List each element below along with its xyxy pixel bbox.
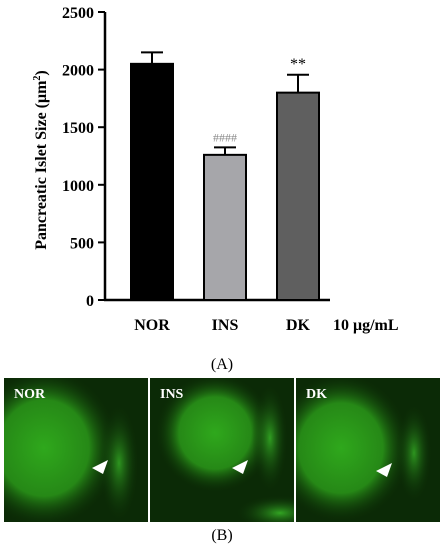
panel-b-label: (B) bbox=[0, 527, 444, 545]
arrowhead-marker bbox=[92, 460, 108, 474]
bar-chart: Pancreatic Islet Size (μm2) 0 500 1000 1500… bbox=[32, 5, 399, 334]
y-tick-label: 2500 bbox=[62, 5, 94, 22]
y-axis-label: Pancreatic Islet Size (μm2) bbox=[32, 70, 50, 250]
significance-marker: ** bbox=[290, 56, 306, 73]
micrograph-label: INS bbox=[160, 387, 184, 402]
panel-a-label: (A) bbox=[0, 356, 444, 374]
y-tick-label: 2000 bbox=[62, 63, 94, 80]
bar bbox=[130, 62, 174, 302]
micrograph-label: NOR bbox=[14, 387, 46, 402]
micrograph-image bbox=[296, 378, 440, 522]
panel-a-label-text: (A) bbox=[210, 356, 234, 373]
arrowhead-marker bbox=[232, 460, 248, 474]
bar bbox=[276, 91, 320, 301]
micrograph-ins: INS bbox=[150, 378, 294, 522]
bar bbox=[203, 153, 247, 301]
dose-label: 10 μg/mL bbox=[333, 317, 399, 334]
x-tick-label: NOR bbox=[134, 317, 170, 334]
panel-b-label-text: (B) bbox=[211, 527, 233, 544]
y-axis-label-close: ) bbox=[33, 70, 50, 75]
y-tick-label: 500 bbox=[70, 235, 94, 252]
micrograph-image bbox=[4, 378, 148, 522]
x-tick-label: DK bbox=[286, 317, 311, 334]
micrograph-panel: NOR INS DK bbox=[4, 378, 440, 522]
y-axis-label-superscript: 2 bbox=[32, 76, 43, 81]
y-tick-label: 1000 bbox=[62, 178, 94, 195]
micrograph-label: DK bbox=[306, 387, 327, 402]
significance-marker: #### bbox=[213, 130, 237, 144]
micrograph-dk: DK bbox=[296, 378, 440, 522]
micrograph-nor: NOR bbox=[4, 378, 148, 522]
arrowhead-marker bbox=[376, 463, 392, 477]
y-axis-label-text: Pancreatic Islet Size ( bbox=[33, 103, 50, 250]
micrograph-image bbox=[150, 378, 294, 522]
y-tick-label: 1500 bbox=[62, 120, 94, 137]
x-tick-label: INS bbox=[212, 317, 239, 334]
y-axis-label-unit: μm bbox=[33, 80, 50, 103]
y-tick-label: 0 bbox=[86, 293, 94, 310]
